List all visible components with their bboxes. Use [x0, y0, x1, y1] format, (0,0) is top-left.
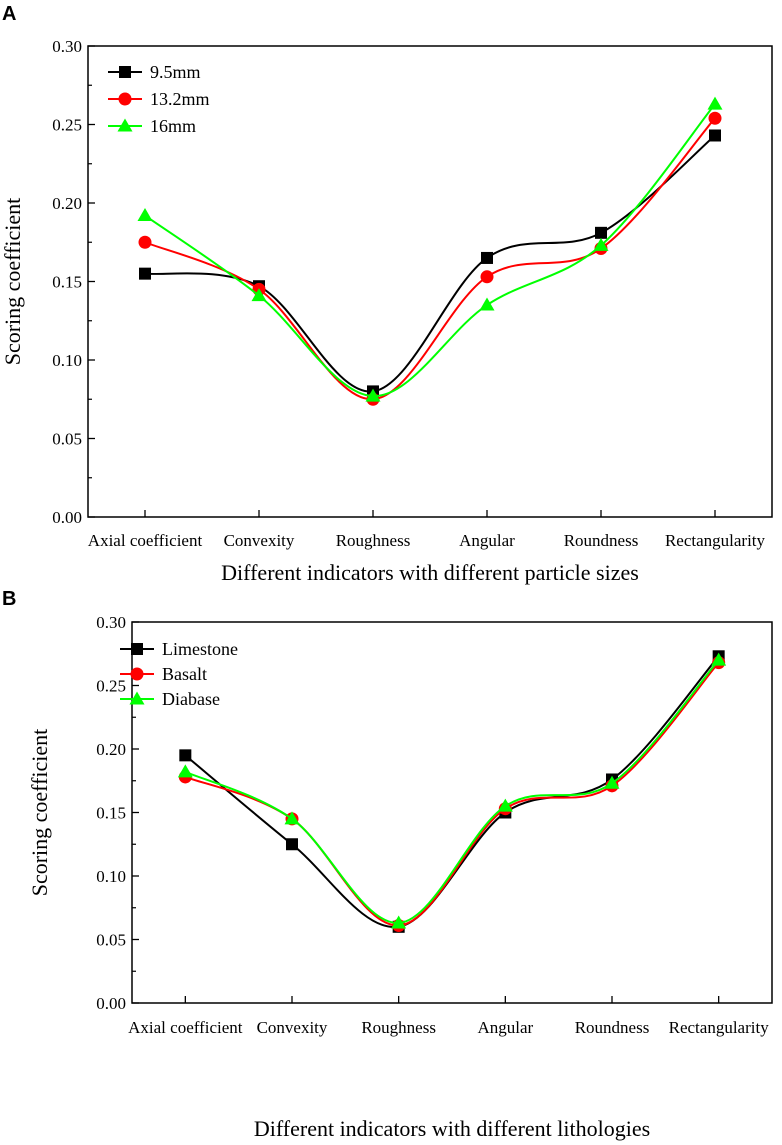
- x-tick-label: Angular: [459, 531, 515, 550]
- data-point-marker: [595, 226, 607, 239]
- x-tick-label: Roughness: [336, 531, 411, 550]
- legend-label: 13.2mm: [150, 89, 210, 109]
- x-axis-title: Different indicators with different lith…: [254, 1116, 650, 1141]
- data-point-marker: [286, 838, 298, 851]
- x-tick-label: Convexity: [257, 1018, 328, 1037]
- data-point-marker: [711, 652, 727, 666]
- x-tick-label: Rectangularity: [665, 531, 766, 550]
- series-basalt: [178, 656, 726, 933]
- legend-label: Diabase: [162, 689, 220, 709]
- y-tick-label: 0.15: [96, 804, 126, 823]
- legend-marker: [119, 66, 131, 78]
- x-tick-label: Roundness: [564, 531, 639, 550]
- data-point-marker: [497, 798, 513, 812]
- legend-marker: [131, 643, 143, 655]
- panel-letter: B: [2, 588, 16, 610]
- panel-a: A 0.00 0.05 0.10 0.15 0.20 0.25 0.30 Axial coeff…: [0, 3, 773, 585]
- legend: Limestone Basalt Diabase: [120, 639, 238, 709]
- data-point-marker: [251, 288, 267, 302]
- data-point-marker: [479, 297, 495, 311]
- series-line: [184, 661, 720, 927]
- series-16mm: [137, 96, 723, 402]
- data-point-marker: [604, 775, 620, 789]
- data-point-marker: [480, 270, 494, 284]
- y-tick-label: 0.30: [96, 613, 126, 632]
- data-point-marker: [481, 251, 493, 264]
- data-point-marker: [139, 267, 151, 280]
- legend-label: Basalt: [162, 664, 207, 684]
- x-tick-label: Axial coefficient: [88, 531, 203, 550]
- y-tick-label: 0.05: [52, 430, 82, 449]
- y-tick-label: 0.00: [96, 994, 126, 1013]
- series-line: [144, 117, 716, 401]
- y-tick-label: 0.20: [52, 194, 82, 213]
- y-tick-label: 0.20: [96, 740, 126, 759]
- panel-b: B 0.00 0.05 0.10 0.15 0.20 0.25 0.30 Axial coeff…: [2, 588, 773, 1141]
- data-point-marker: [707, 96, 723, 110]
- panel-letter: A: [2, 3, 16, 25]
- y-axis-title: Scoring coefficient: [27, 729, 52, 897]
- x-tick-label: Roundness: [575, 1018, 650, 1037]
- series-line: [184, 655, 720, 928]
- data-point-marker: [391, 915, 407, 929]
- legend-label: 16mm: [150, 116, 196, 136]
- y-tick-label: 0.15: [52, 273, 82, 292]
- x-tick-label: Rectangularity: [669, 1018, 770, 1037]
- data-point-marker: [138, 235, 152, 249]
- data-point-marker: [593, 237, 609, 251]
- legend-marker: [129, 691, 145, 705]
- y-axis-title: Scoring coefficient: [0, 198, 25, 366]
- x-tick-label: Axial coefficient: [128, 1018, 243, 1037]
- y-tick-label: 0.25: [52, 116, 82, 135]
- data-point-marker: [284, 811, 300, 825]
- series-9-5mm: [139, 129, 721, 398]
- legend-label: Limestone: [162, 639, 238, 659]
- legend: 9.5mm 13.2mm 16mm: [108, 62, 210, 136]
- series-limestone: [179, 650, 725, 933]
- data-point-marker: [709, 129, 721, 142]
- data-point-marker: [137, 208, 153, 222]
- series-line: [184, 659, 720, 924]
- legend-marker: [118, 92, 132, 106]
- series-line: [144, 103, 716, 398]
- y-tick-label: 0.00: [52, 508, 82, 527]
- data-point-marker: [177, 764, 193, 778]
- data-point-marker: [179, 749, 192, 762]
- y-tick-label: 0.05: [96, 931, 126, 950]
- legend-marker: [130, 667, 144, 681]
- series-line: [144, 134, 716, 393]
- y-tick-label: 0.10: [52, 351, 82, 370]
- data-point-marker: [708, 111, 722, 125]
- legend-marker: [117, 118, 133, 132]
- data-point-marker: [365, 388, 381, 402]
- plot-frame: [131, 621, 773, 1004]
- series-diabase: [177, 652, 727, 929]
- y-tick-label: 0.25: [96, 677, 126, 696]
- x-tick-label: Angular: [477, 1018, 533, 1037]
- x-tick-label: Roughness: [361, 1018, 436, 1037]
- legend-label: 9.5mm: [150, 62, 201, 82]
- x-axis-title: Different indicators with different part…: [221, 560, 639, 585]
- y-tick-label: 0.30: [52, 37, 82, 56]
- y-tick-label: 0.10: [96, 867, 126, 886]
- x-tick-label: Convexity: [224, 531, 295, 550]
